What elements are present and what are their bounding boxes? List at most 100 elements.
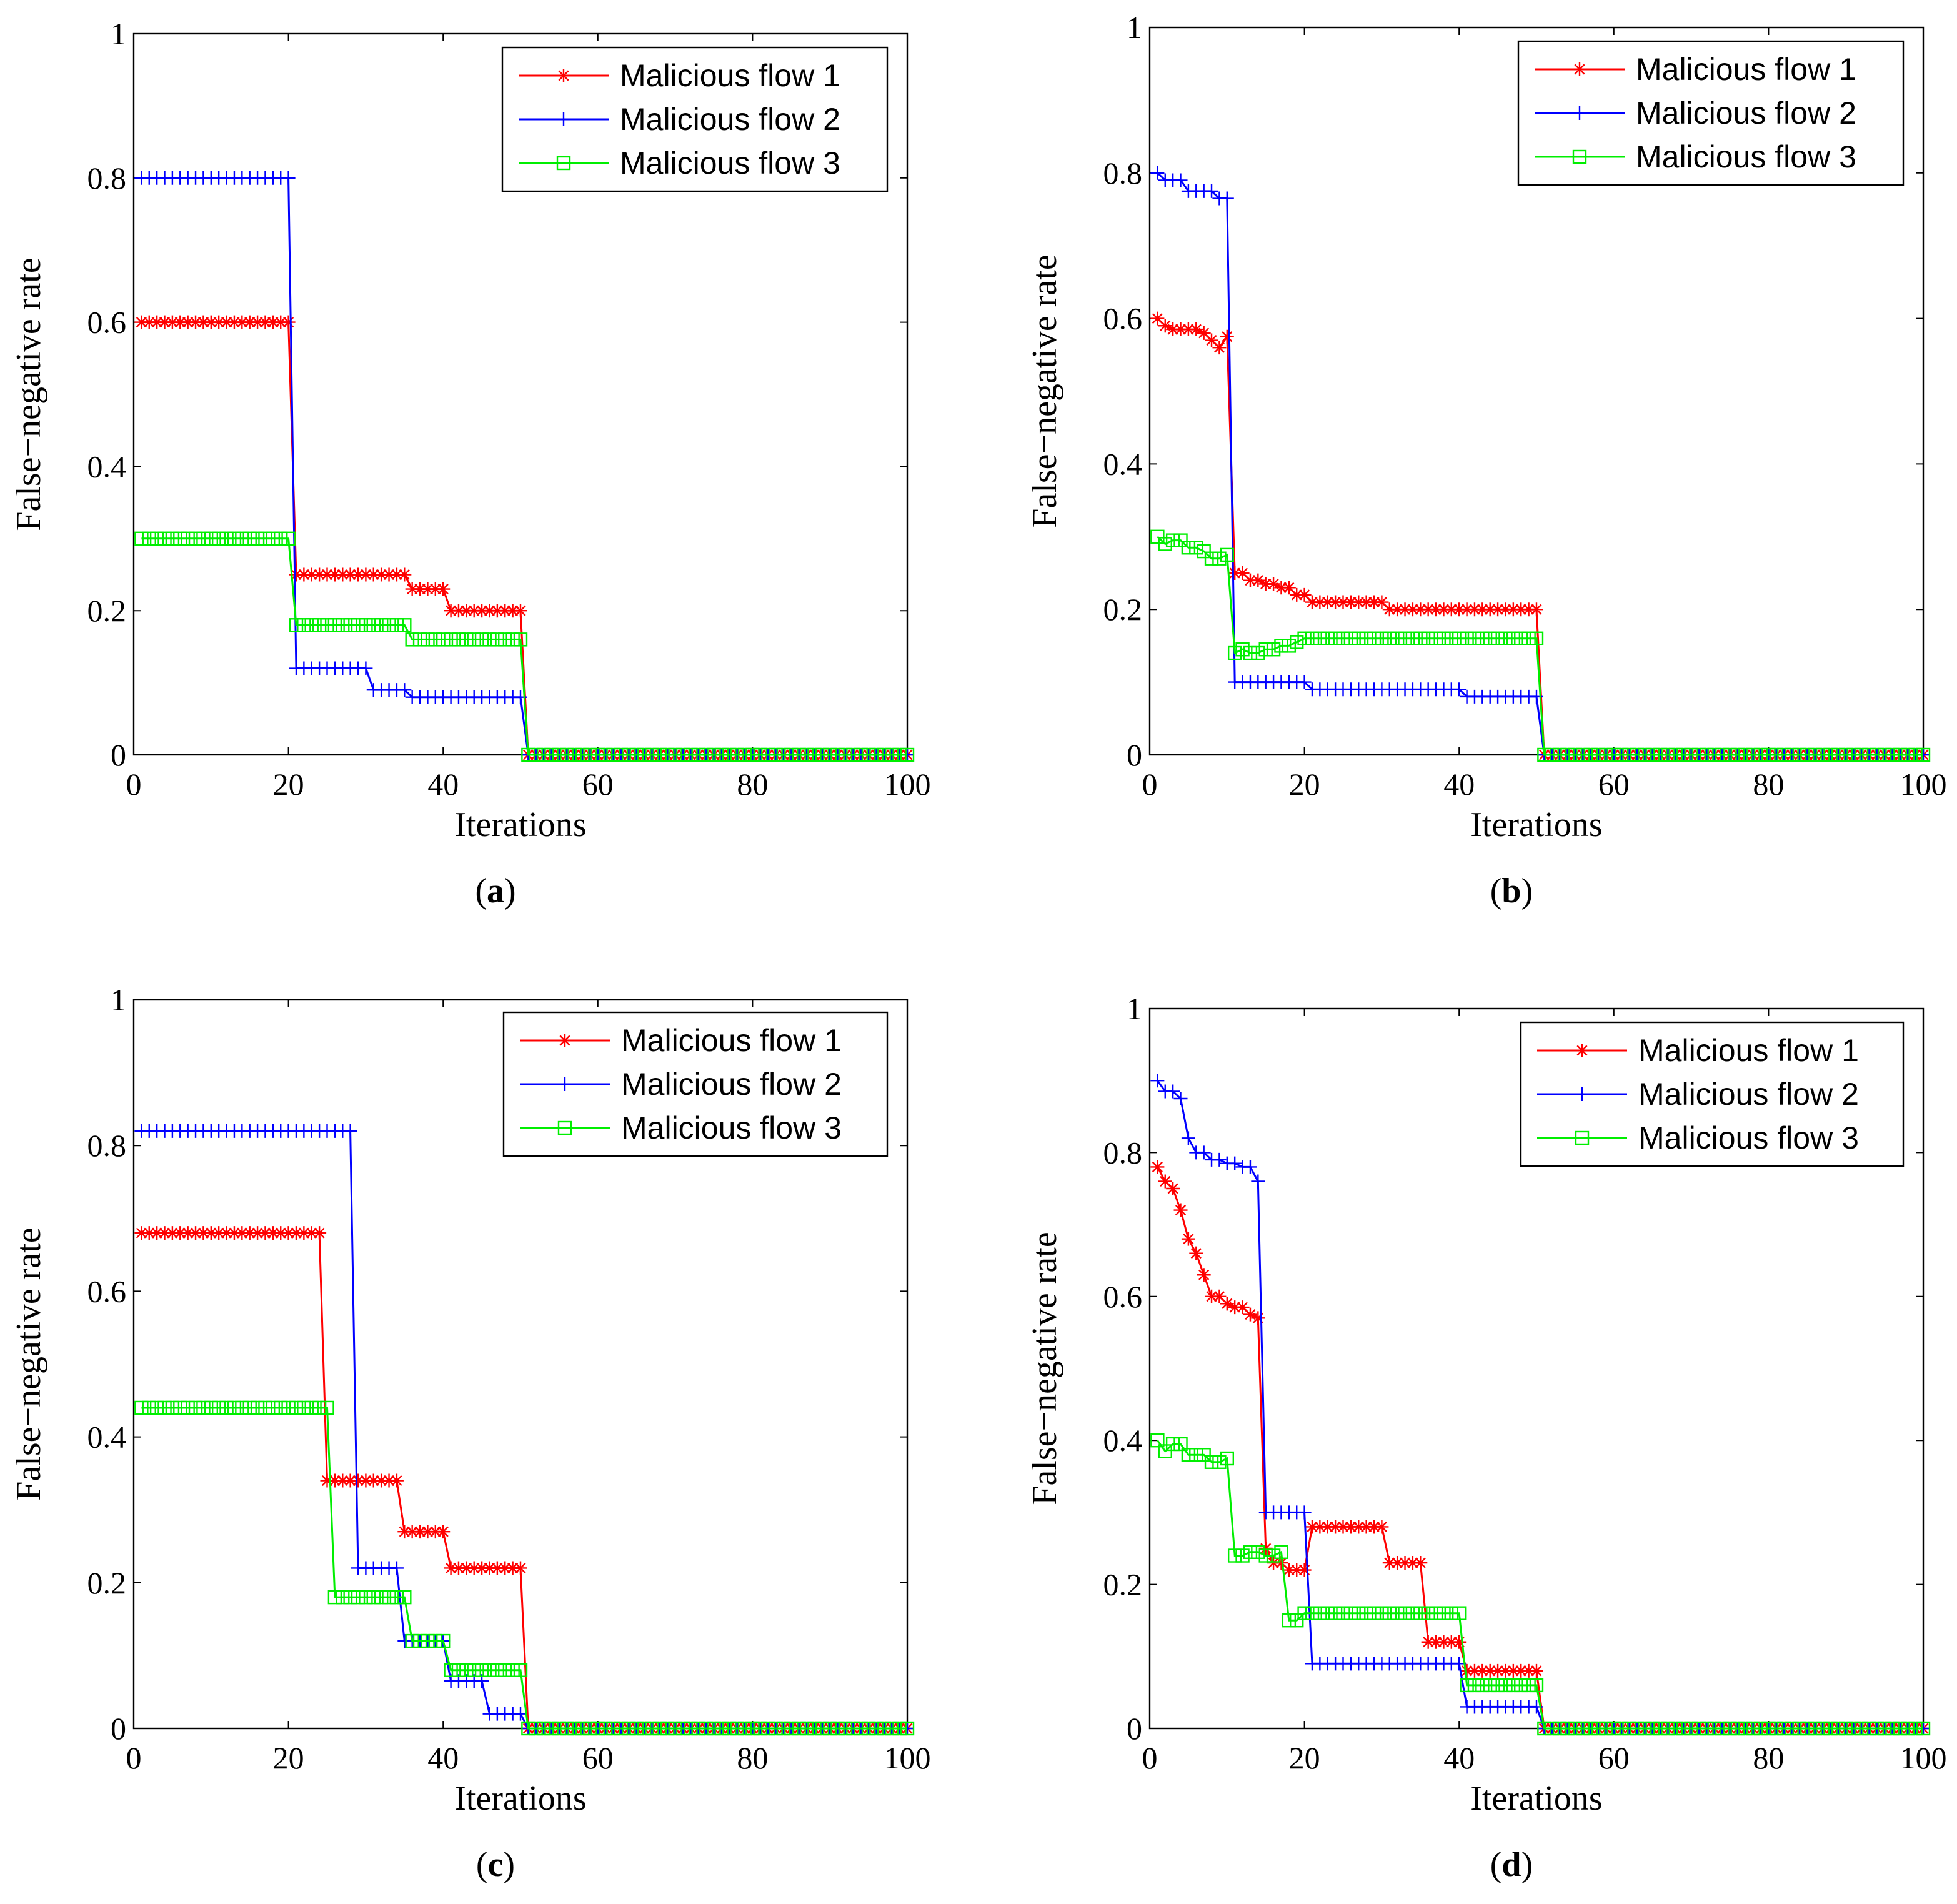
data-point [421, 632, 435, 647]
data-point [150, 1226, 164, 1240]
data-point [219, 315, 234, 329]
data-point [413, 1525, 427, 1539]
data-point [1274, 581, 1288, 595]
data-point [281, 171, 296, 185]
legend-marker [1575, 1087, 1589, 1101]
legend-label: Malicious flow 1 [1636, 52, 1856, 87]
data-point [134, 531, 149, 546]
data-point [1645, 747, 1660, 762]
data-point [1467, 1663, 1481, 1678]
data-point [173, 1226, 187, 1240]
data-point [1723, 747, 1737, 762]
chart-panel-c: 0 20 40 60 80 100 0 0.2 0.4 0.6 0.8 1 Iterations Fals… [9, 982, 931, 1884]
legend: Malicious flow 1 Malicious flow 2 Maliciou… [502, 1011, 889, 1157]
data-point [1375, 1520, 1389, 1534]
data-point [227, 1226, 241, 1240]
data-point [482, 632, 497, 647]
data-point [1181, 1448, 1196, 1462]
data-point [467, 1561, 481, 1575]
data-point [1521, 631, 1536, 645]
data-point [1243, 645, 1258, 660]
data-point [784, 747, 799, 762]
chart-panel-d: 0 20 40 60 80 100 0 0.2 0.4 0.6 0.8 1 Iterations Fals… [1025, 991, 1947, 1884]
data-point [227, 531, 242, 546]
data-point [1390, 1606, 1405, 1620]
data-point [760, 747, 775, 762]
x-tick-label: 0 [1142, 1740, 1158, 1775]
data-point [730, 1721, 744, 1736]
data-point [691, 747, 705, 762]
data-point [1258, 1548, 1273, 1563]
data-point [428, 1633, 443, 1648]
data-point [1908, 747, 1923, 762]
data-point [242, 315, 257, 329]
data-point [1676, 747, 1691, 762]
data-point [1421, 631, 1435, 645]
legend-label: Malicious flow 3 [621, 1110, 842, 1145]
data-point [514, 1561, 527, 1575]
data-point [281, 315, 296, 329]
data-point [181, 1226, 195, 1240]
data-point [157, 315, 172, 329]
data-point [444, 632, 458, 647]
data-point [776, 747, 791, 762]
data-point [134, 1226, 149, 1240]
x-axis-title: Iterations [1470, 1779, 1602, 1818]
data-point [359, 567, 373, 582]
data-point [1173, 1437, 1188, 1452]
data-point [521, 1721, 535, 1736]
data-point [304, 1400, 319, 1415]
data-point [1429, 1635, 1443, 1649]
data-point [1220, 1297, 1234, 1311]
x-tick-label: 100 [1900, 1740, 1947, 1775]
data-point [1537, 1721, 1551, 1736]
data-point [1413, 602, 1428, 617]
data-point [490, 1561, 504, 1575]
data-point [869, 1721, 884, 1736]
data-point [1274, 639, 1288, 653]
data-point [1661, 1721, 1675, 1736]
data-point [1901, 747, 1915, 762]
data-point [327, 1473, 342, 1488]
data-point [753, 747, 767, 762]
data-point [297, 618, 311, 632]
legend-item-3: Malicious flow 3 [519, 146, 840, 181]
data-point [1715, 747, 1730, 762]
x-tick-label: 80 [1753, 1740, 1784, 1775]
data-point [211, 531, 226, 546]
data-point [1413, 1556, 1428, 1570]
data-point [444, 1561, 458, 1575]
data-point [1908, 1721, 1923, 1736]
data-point [1382, 1556, 1397, 1570]
data-point [1738, 747, 1753, 762]
data-point [498, 632, 512, 647]
data-point [157, 1226, 172, 1240]
data-point [320, 1473, 334, 1488]
data-point [745, 1721, 760, 1736]
data-point [1638, 1721, 1652, 1736]
x-axis-title: Iterations [454, 1779, 586, 1818]
data-point [1429, 602, 1443, 617]
data-point [1622, 747, 1636, 762]
data-point [1382, 1606, 1397, 1620]
data-point [149, 531, 164, 546]
data-point [1212, 1455, 1227, 1469]
data-point [336, 567, 350, 582]
data-point [830, 1721, 845, 1736]
data-point [1197, 1268, 1211, 1282]
x-tick-label: 0 [126, 767, 142, 802]
data-point [343, 567, 357, 582]
data-point [784, 1721, 799, 1736]
data-point [1336, 1520, 1350, 1534]
data-point [1831, 747, 1846, 762]
data-point [1506, 602, 1520, 617]
data-point [1792, 1721, 1807, 1736]
data-point [258, 1226, 272, 1240]
data-point [482, 604, 497, 618]
data-point [1297, 1563, 1312, 1577]
data-point [1491, 602, 1505, 617]
data-point [1235, 1548, 1250, 1563]
data-point [1684, 1721, 1698, 1736]
data-point [498, 1561, 512, 1575]
data-point [1421, 1606, 1435, 1620]
